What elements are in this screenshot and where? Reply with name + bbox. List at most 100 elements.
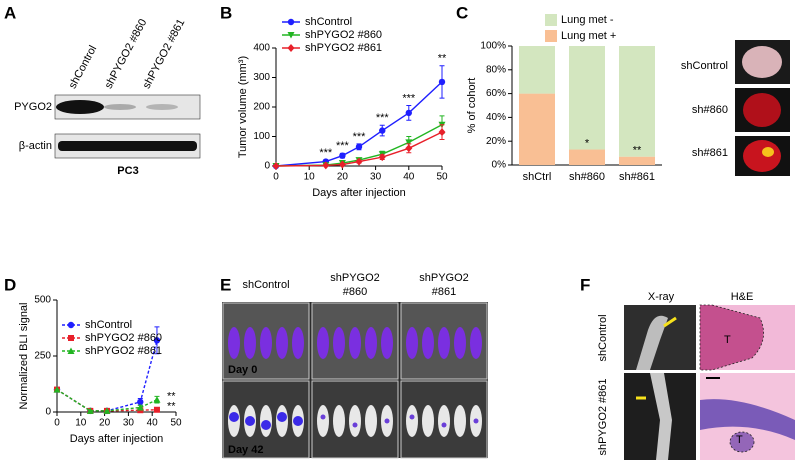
mouse (333, 327, 345, 359)
blot-column-label: shPYGO2 #861 (141, 17, 188, 91)
marker (86, 407, 94, 414)
y-tick-label: 0 (264, 161, 270, 172)
mouse (381, 327, 393, 359)
column-label: shPYGO2 (419, 272, 469, 284)
xray-content (650, 373, 672, 460)
blot-row-label: PYGO2 (14, 101, 52, 113)
row-label: Day 42 (228, 444, 263, 456)
column-label: X-ray (648, 291, 675, 303)
marker (339, 152, 346, 159)
blot-column-label: shControl (67, 44, 100, 91)
legend-marker (67, 321, 75, 329)
mouse (406, 327, 418, 359)
legend-marker (287, 18, 295, 26)
signal-spot (261, 420, 271, 430)
western-blot: shControl shPYGO2 #860 shPYGO2 #861 PYGO… (14, 17, 201, 177)
blot-band (58, 141, 197, 151)
marker (153, 406, 160, 413)
scale-bar (706, 377, 720, 379)
y-tick-label: 40% (486, 112, 506, 123)
bar-segment (519, 93, 555, 165)
blot-column-label: shPYGO2 #860 (103, 17, 150, 91)
blot-band (56, 100, 104, 114)
tumor-mark: T (736, 434, 743, 446)
column-label: shPYGO2 (330, 272, 380, 284)
y-tick-label: 200 (253, 102, 270, 113)
significance: ** (167, 401, 176, 413)
row-label: Day 0 (228, 364, 257, 376)
signal-spot (229, 412, 239, 422)
mouse (454, 327, 466, 359)
photo-content (762, 147, 774, 157)
legend-label: Lung met - (561, 14, 614, 26)
y-tick-label: 60% (486, 88, 506, 99)
marker (103, 407, 111, 414)
significance: *** (402, 92, 416, 104)
y-tick-label: 0% (492, 160, 507, 171)
marker (405, 109, 412, 117)
mouse (244, 327, 256, 359)
mouse (438, 405, 450, 437)
blot-band (104, 104, 136, 110)
x-tick-label: sh#861 (619, 171, 655, 183)
y-tick-label: 100 (253, 131, 270, 142)
blot-row-label: β-actin (19, 140, 52, 152)
y-tick-label: 0 (45, 407, 51, 418)
mouse (365, 405, 377, 437)
legend-marker (287, 32, 295, 39)
blot-band (146, 104, 178, 110)
mouse (422, 327, 434, 359)
he-content (700, 399, 795, 440)
mouse (365, 327, 377, 359)
significance: *** (319, 147, 333, 159)
bar-segment (619, 46, 655, 157)
mouse (276, 327, 288, 359)
significance: ** (167, 391, 176, 403)
column-label: #861 (432, 286, 456, 298)
xray-content (636, 315, 668, 370)
bar-segment (569, 149, 605, 165)
photo-label: shControl (681, 60, 728, 72)
row-label: shPYGO2 #861 (597, 378, 609, 455)
marker (136, 404, 144, 411)
x-tick-label: shCtrl (523, 171, 552, 183)
marker (137, 398, 144, 406)
marker (438, 78, 446, 86)
mouse (228, 327, 240, 359)
column-label: shControl (242, 279, 289, 291)
signal-spot (352, 422, 358, 428)
marker (355, 157, 363, 166)
row-label: shControl (597, 314, 609, 361)
legend-label: shControl (85, 319, 132, 331)
column-label: H&E (731, 291, 754, 303)
significance: *** (336, 140, 350, 152)
marker (53, 386, 61, 393)
bar-segment (619, 156, 655, 165)
signal-spot (384, 418, 390, 424)
x-tick-label: 50 (436, 172, 448, 183)
x-tick-label: 10 (75, 418, 87, 429)
significance: *** (376, 112, 390, 124)
mouse (438, 327, 450, 359)
mouse (349, 327, 361, 359)
marker (405, 144, 413, 153)
x-tick-label: 0 (54, 418, 60, 429)
x-tick-label: 40 (403, 172, 415, 183)
marker (378, 153, 386, 162)
legend-label: shPYGO2 #860 (305, 29, 382, 41)
y-axis-label: Tumor volume (mm³) (237, 56, 249, 158)
mouse (422, 405, 434, 437)
panel-letter: D (4, 275, 16, 294)
photo-content (743, 140, 781, 172)
x-tick-label: 30 (123, 418, 135, 429)
marker (379, 127, 386, 134)
mouse (470, 327, 482, 359)
legend-marker (287, 44, 295, 52)
legend-label: shPYGO2 #860 (85, 332, 162, 344)
y-tick-label: 100% (480, 41, 506, 52)
xray-arrow (663, 316, 677, 328)
column-label: #860 (343, 286, 367, 298)
y-tick-label: 500 (34, 295, 51, 306)
lung-photos: shControl sh#860 sh#861 (681, 40, 790, 176)
